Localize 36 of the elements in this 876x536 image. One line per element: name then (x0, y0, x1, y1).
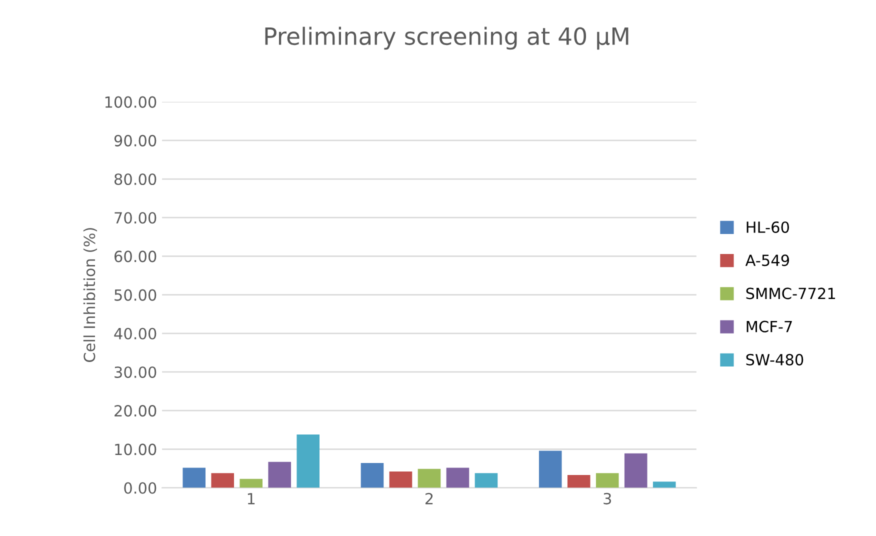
bar (182, 468, 206, 488)
bar (418, 468, 441, 488)
x-tick-label: 2 (426, 492, 433, 504)
bar (624, 453, 648, 488)
y-tick-label: 10.00 (115, 444, 156, 456)
legend-label: SMMC-7721 (746, 288, 836, 300)
y-tick-label: 70.00 (114, 212, 156, 224)
bar (596, 473, 619, 488)
bar (652, 482, 676, 488)
y-tick-label: 80.00 (114, 173, 156, 186)
bar (211, 473, 234, 488)
y-tick-label: 60.00 (114, 250, 156, 262)
x-tick-label: 3 (604, 492, 611, 504)
legend-label: SW-480 (746, 354, 804, 366)
bar (567, 475, 590, 488)
y-tick-label: 40.00 (114, 328, 156, 340)
bar (538, 450, 562, 488)
legend-label: HL-60 (746, 221, 789, 233)
bar (296, 434, 320, 488)
bar (240, 478, 263, 488)
legend-label: MCF-7 (746, 320, 792, 332)
bar (446, 468, 470, 488)
y-tick-label: 100.00 (105, 96, 156, 108)
y-tick-label: 50.00 (114, 289, 156, 301)
y-tick-label: 20.00 (114, 405, 156, 417)
y-tick-label: 90.00 (114, 134, 156, 146)
y-tick-label: 0.00 (124, 482, 156, 494)
bar (268, 462, 292, 488)
y-axis-title: Cell Inhibition (%) (83, 228, 98, 362)
legend-label: A-549 (745, 254, 790, 266)
x-tick-label: 1 (248, 493, 255, 504)
bar (474, 473, 498, 488)
bar (360, 463, 384, 488)
y-tick-label: 30.00 (114, 366, 156, 378)
chart-title: Preliminary screening at 40 μM (265, 26, 628, 50)
bar (389, 472, 412, 488)
